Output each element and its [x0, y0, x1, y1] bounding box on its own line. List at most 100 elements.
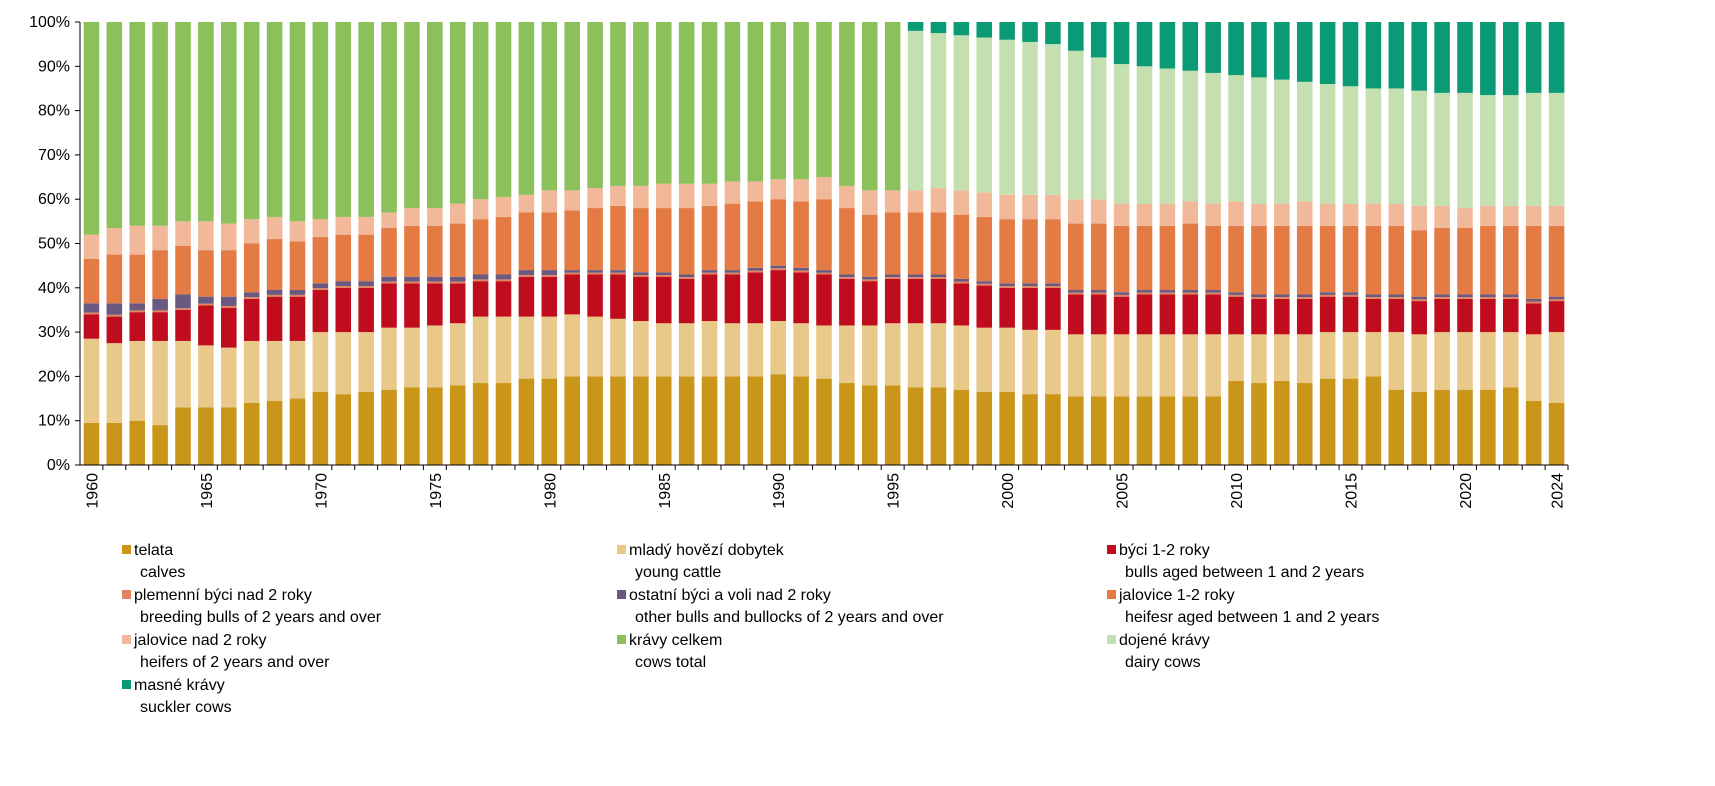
bar-segment: [1022, 286, 1038, 288]
bar-segment: [1342, 203, 1359, 226]
bar-segment: [999, 283, 1015, 287]
bar-segment: [152, 310, 168, 313]
bar-segment: [1045, 219, 1061, 284]
bar-segment: [1319, 225, 1336, 293]
bar-segment: [427, 281, 443, 284]
bar-segment: [1457, 298, 1473, 333]
bar-segment: [83, 22, 100, 235]
bar-segment: [175, 22, 191, 222]
bar-segment: [1182, 223, 1199, 291]
bar-segment: [1525, 298, 1542, 302]
bar-segment: [1090, 199, 1107, 224]
bar-segment: [839, 22, 855, 186]
bar-segment: [175, 340, 191, 408]
bar-segment: [1045, 287, 1061, 330]
bar-segment: [243, 292, 260, 298]
bar-segment: [1525, 334, 1542, 401]
legend-label-en: heifers of 2 years and over: [140, 654, 330, 671]
bar-segment: [1365, 88, 1382, 204]
bar-segment: [839, 208, 855, 275]
bar-segment: [724, 181, 741, 204]
bar-segment: [1251, 298, 1267, 335]
bar-segment: [1205, 22, 1221, 73]
bar-segment: [678, 323, 695, 377]
bar-segment: [1113, 292, 1130, 295]
bar-segment: [1159, 294, 1176, 335]
bar-segment: [175, 308, 191, 310]
bar-segment: [1434, 332, 1450, 390]
bar-segment: [472, 279, 489, 282]
bar-segment: [1319, 294, 1336, 297]
bar-segment: [1090, 292, 1107, 295]
bar-segment: [381, 22, 397, 213]
bar-segment: [1022, 283, 1038, 287]
bar-segment: [312, 391, 329, 465]
bar-segment: [289, 290, 306, 295]
bar-segment: [335, 281, 352, 287]
bar-segment: [1457, 332, 1473, 390]
bar-segment: [1113, 203, 1130, 226]
bar-segment: [1274, 380, 1290, 465]
bar-segment: [221, 305, 237, 308]
bar-segment: [747, 376, 764, 465]
bar-segment: [1365, 297, 1382, 299]
legend-swatch: [1107, 590, 1116, 599]
bar-segment: [724, 22, 741, 182]
bar-segment: [655, 376, 672, 465]
bar-segment: [106, 314, 123, 317]
bar-segment: [1525, 92, 1542, 206]
bar-segment: [1251, 225, 1267, 295]
bar-segment: [724, 272, 741, 275]
bar-segment: [243, 340, 260, 403]
bar-segment: [518, 316, 535, 379]
bar-segment: [999, 287, 1015, 328]
legend-label: býci 1-2 roky: [1119, 542, 1210, 559]
bar-segment: [312, 219, 329, 237]
legend-label-en: breeding bulls of 2 years and over: [140, 609, 382, 626]
bar-segment: [1434, 389, 1450, 465]
bar-segment: [747, 272, 764, 324]
bar-segment: [1045, 194, 1061, 220]
bar-segment: [1136, 203, 1153, 226]
bar-segment: [518, 276, 535, 317]
legend-label: masné krávy: [134, 677, 225, 694]
bar-segment: [541, 378, 558, 465]
bar-segment: [1205, 72, 1221, 204]
y-tick-label: 30%: [38, 324, 70, 341]
bar-segment: [1342, 294, 1359, 297]
bar-segment: [1159, 68, 1176, 204]
bar-segment: [655, 208, 672, 273]
bar-segment: [312, 283, 329, 289]
bar-segment: [1365, 294, 1382, 298]
bar-segment: [1090, 334, 1107, 397]
bar-segment: [884, 22, 901, 191]
bar-segment: [1548, 205, 1565, 226]
bar-segment: [884, 323, 901, 386]
y-tick-label: 10%: [38, 413, 70, 430]
bar-segment: [1296, 22, 1313, 82]
bar-segment: [1205, 225, 1221, 291]
bar-segment: [839, 383, 855, 465]
bar-segment: [518, 270, 535, 275]
bar-segment: [564, 314, 580, 377]
bar-segment: [862, 22, 878, 191]
bar-segment: [907, 190, 924, 213]
bar-segment: [1411, 299, 1427, 302]
bar-segment: [1548, 299, 1565, 302]
bar-segment: [633, 376, 649, 465]
bar-segment: [83, 422, 100, 465]
bar-segment: [1342, 332, 1359, 379]
bar-segment: [106, 22, 123, 228]
legend-swatch: [617, 545, 626, 554]
bar-segment: [747, 201, 764, 268]
bar-segment: [1388, 389, 1405, 465]
bar-segment: [289, 22, 306, 222]
bar-segment: [449, 22, 466, 204]
bar-segment: [1068, 22, 1084, 51]
bar-segment: [1365, 332, 1382, 377]
bar-segment: [564, 22, 580, 191]
bar-segment: [449, 276, 466, 282]
bar-segment: [1434, 22, 1450, 93]
legend-swatch: [122, 635, 131, 644]
bar-segment: [564, 210, 580, 271]
